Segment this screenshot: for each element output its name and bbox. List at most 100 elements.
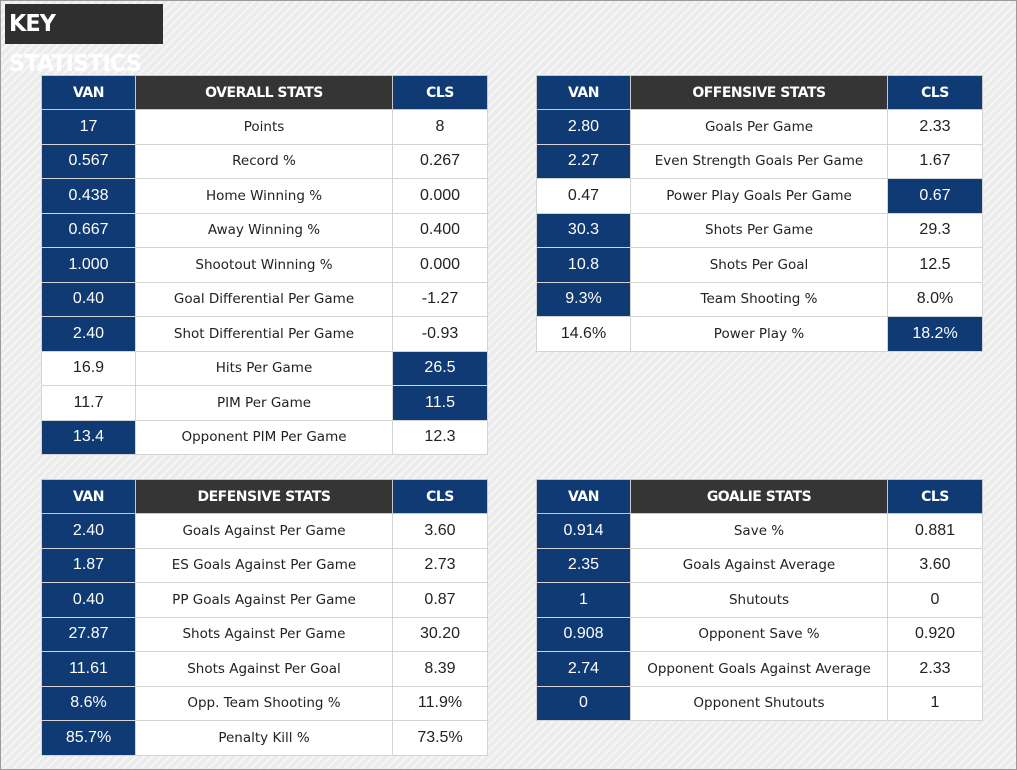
team-right-header: CLS	[887, 479, 983, 514]
category-header: OFFENSIVE STATS	[630, 75, 888, 110]
category-header: GOALIE STATS	[630, 479, 888, 514]
team-left-header: VAN	[41, 75, 136, 110]
stat-label: Opponent Goals Against Average	[630, 651, 888, 687]
table-row: 16.9 Hits Per Game 26.5	[41, 350, 488, 386]
right-team-value: 0.000	[392, 178, 488, 214]
left-team-value: 0.40	[41, 281, 136, 317]
table-row: 10.8 Shots Per Goal 12.5	[536, 247, 983, 283]
page-title: KEY STATISTICS	[5, 4, 163, 77]
table-row: 0 Opponent Shutouts 1	[536, 685, 983, 721]
left-team-value: 30.3	[536, 212, 631, 248]
left-team-value: 0.567	[41, 143, 136, 179]
right-team-value: 0.400	[392, 212, 488, 248]
table-row: 0.47 Power Play Goals Per Game 0.67	[536, 178, 983, 214]
right-team-value: 12.3	[392, 419, 488, 455]
table-row: 11.7 PIM Per Game 11.5	[41, 385, 488, 421]
stat-label: Shutouts	[630, 582, 888, 618]
stat-label: Power Play Goals Per Game	[630, 178, 888, 214]
table-row: 0.567 Record % 0.267	[41, 143, 488, 179]
stat-label: Home Winning %	[135, 178, 393, 214]
table-header-row: VAN OVERALL STATS CLS	[41, 75, 488, 110]
defensive-stats-panel: VAN DEFENSIVE STATS CLS 2.40 Goals Against P…	[41, 479, 488, 756]
stat-label: Goal Differential Per Game	[135, 281, 393, 317]
left-team-value: 0.438	[41, 178, 136, 214]
offensive-stats-panel: VAN OFFENSIVE STATS CLS 2.80 Goals Per Game 2…	[536, 75, 983, 352]
right-team-value: 12.5	[887, 247, 983, 283]
table-row: 2.74 Opponent Goals Against Average 2.33	[536, 651, 983, 687]
right-team-value: -0.93	[392, 316, 488, 352]
left-team-value: 0.47	[536, 178, 631, 214]
table-row: 0.667 Away Winning % 0.400	[41, 212, 488, 248]
stat-label: Shots Per Goal	[630, 247, 888, 283]
left-team-value: 8.6%	[41, 685, 136, 721]
right-team-value: 8.39	[392, 651, 488, 687]
stat-label: Team Shooting %	[630, 281, 888, 317]
table-row: 8.6% Opp. Team Shooting % 11.9%	[41, 685, 488, 721]
left-team-value: 10.8	[536, 247, 631, 283]
right-team-value: -1.27	[392, 281, 488, 317]
table-row: 2.27 Even Strength Goals Per Game 1.67	[536, 143, 983, 179]
left-team-value: 16.9	[41, 350, 136, 386]
right-team-value: 11.5	[392, 385, 488, 421]
stat-label: Penalty Kill %	[135, 720, 393, 756]
stat-label: PIM Per Game	[135, 385, 393, 421]
goalie-stats-table: VAN GOALIE STATS CLS 0.914 Save % 0.881 2.35 Go…	[536, 479, 983, 721]
stat-label: Shot Differential Per Game	[135, 316, 393, 352]
right-team-value: 0.000	[392, 247, 488, 283]
left-team-value: 1	[536, 582, 631, 618]
right-team-value: 0.267	[392, 143, 488, 179]
stat-label: Opp. Team Shooting %	[135, 685, 393, 721]
stat-label: Even Strength Goals Per Game	[630, 143, 888, 179]
table-row: 0.40 Goal Differential Per Game -1.27	[41, 281, 488, 317]
team-right-header: CLS	[392, 479, 488, 514]
table-row: 1 Shutouts 0	[536, 582, 983, 618]
table-row: 17 Points 8	[41, 109, 488, 145]
stat-label: Goals Per Game	[630, 109, 888, 145]
right-team-value: 73.5%	[392, 720, 488, 756]
table-row: 9.3% Team Shooting % 8.0%	[536, 281, 983, 317]
team-right-header: CLS	[887, 75, 983, 110]
stat-label: Hits Per Game	[135, 350, 393, 386]
left-team-value: 2.40	[41, 316, 136, 352]
right-team-value: 30.20	[392, 616, 488, 652]
left-team-value: 13.4	[41, 419, 136, 455]
left-team-value: 9.3%	[536, 281, 631, 317]
table-row: 11.61 Shots Against Per Goal 8.39	[41, 651, 488, 687]
defensive-stats-table: VAN DEFENSIVE STATS CLS 2.40 Goals Against P…	[41, 479, 488, 756]
category-header: OVERALL STATS	[135, 75, 393, 110]
left-team-value: 0.40	[41, 582, 136, 618]
table-row: 0.908 Opponent Save % 0.920	[536, 616, 983, 652]
left-team-value: 14.6%	[536, 316, 631, 352]
right-team-value: 2.73	[392, 547, 488, 583]
right-team-value: 2.33	[887, 109, 983, 145]
table-header-row: VAN DEFENSIVE STATS CLS	[41, 479, 488, 514]
left-team-value: 0.908	[536, 616, 631, 652]
table-row: 2.35 Goals Against Average 3.60	[536, 547, 983, 583]
table-row: 13.4 Opponent PIM Per Game 12.3	[41, 419, 488, 455]
right-team-value: 8.0%	[887, 281, 983, 317]
table-row: 0.914 Save % 0.881	[536, 513, 983, 549]
stat-label: Shots Against Per Game	[135, 616, 393, 652]
stat-label: Shots Against Per Goal	[135, 651, 393, 687]
overall-stats-panel: VAN OVERALL STATS CLS 17 Points 8 0.567 Record …	[41, 75, 488, 455]
table-row: 0.40 PP Goals Against Per Game 0.87	[41, 582, 488, 618]
team-left-header: VAN	[41, 479, 136, 514]
right-team-value: 3.60	[887, 547, 983, 583]
table-row: 2.80 Goals Per Game 2.33	[536, 109, 983, 145]
table-row: 30.3 Shots Per Game 29.3	[536, 212, 983, 248]
table-header-row: VAN GOALIE STATS CLS	[536, 479, 983, 514]
table-row: 2.40 Shot Differential Per Game -0.93	[41, 316, 488, 352]
right-team-value: 1.67	[887, 143, 983, 179]
team-left-header: VAN	[536, 75, 631, 110]
category-header: DEFENSIVE STATS	[135, 479, 393, 514]
left-team-value: 85.7%	[41, 720, 136, 756]
overall-stats-table: VAN OVERALL STATS CLS 17 Points 8 0.567 Record …	[41, 75, 488, 455]
stat-label: Goals Against Per Game	[135, 513, 393, 549]
right-team-value: 3.60	[392, 513, 488, 549]
stat-label: Away Winning %	[135, 212, 393, 248]
stat-label: Opponent PIM Per Game	[135, 419, 393, 455]
left-team-value: 27.87	[41, 616, 136, 652]
stat-label: Shots Per Game	[630, 212, 888, 248]
goalie-stats-panel: VAN GOALIE STATS CLS 0.914 Save % 0.881 2.35 Go…	[536, 479, 983, 721]
right-team-value: 26.5	[392, 350, 488, 386]
